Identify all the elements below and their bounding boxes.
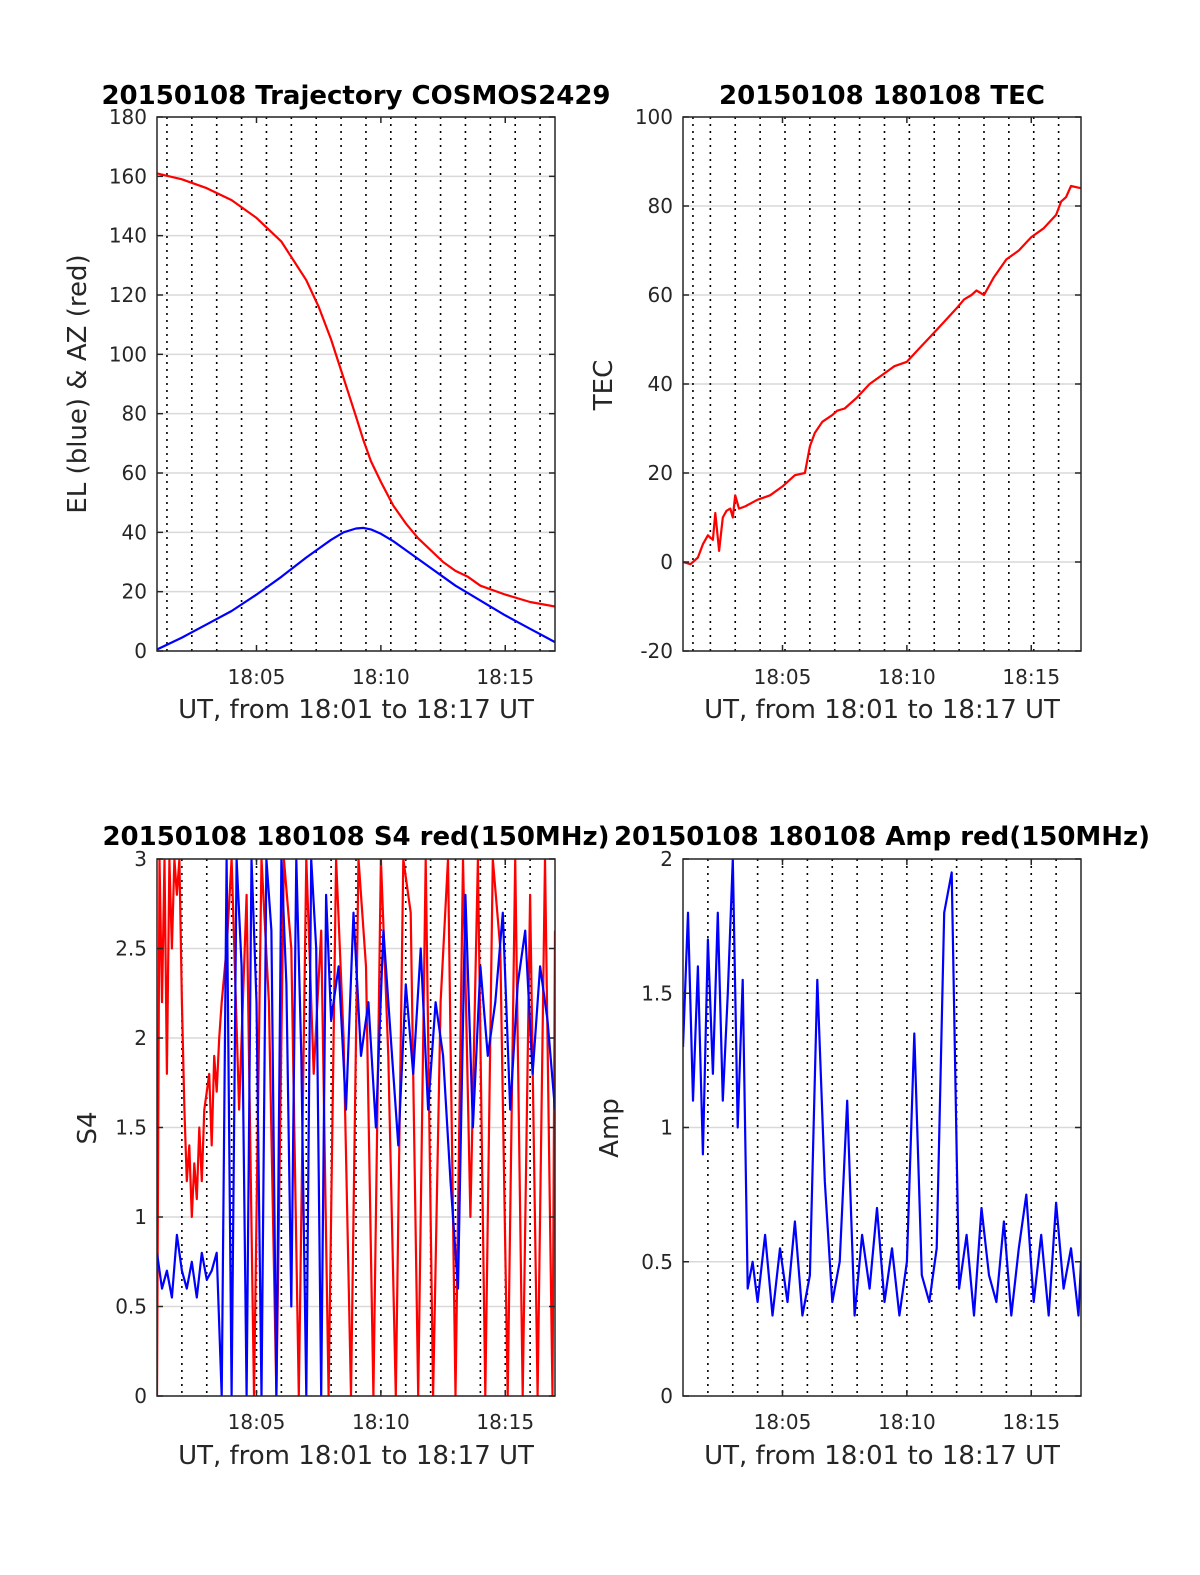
y-tick-label: 2 [660,847,673,871]
y-tick-label: 1.5 [641,981,673,1005]
y-tick-label: 1.5 [115,1116,147,1140]
series-line [683,859,1081,1317]
y-axis-label: TEC [589,360,619,411]
y-tick-label: 2 [134,1026,147,1050]
x-axis-label: UT, from 18:01 to 18:17 UT [178,695,534,725]
y-tick-label: 2.5 [115,937,147,961]
y-tick-label: 80 [122,402,147,426]
x-axis-label: UT, from 18:01 to 18:17 UT [704,1441,1060,1471]
y-tick-label: 180 [109,105,147,129]
chart-title: 20150108 180108 Amp red(150MHz) [614,822,1150,852]
panel-tec: -20 0 20 40 60 80 100 18:05 18:10 18:15 20150108 1… [589,81,1082,725]
y-tick-label: 40 [648,372,673,396]
x-tick-label: 18:05 [228,1410,286,1434]
y-tick-label: -20 [640,639,673,663]
y-tick-label: 20 [122,580,147,604]
x-tick-label: 18:15 [1002,665,1060,689]
x-tick-label: 18:05 [754,665,812,689]
y-tick-label: 140 [109,224,147,248]
plot-area [157,117,555,651]
x-tick-label: 18:10 [352,665,410,689]
y-tick-label: 60 [648,283,673,307]
y-tick-label: 60 [122,461,147,485]
axes-frame [156,116,556,652]
y-tick-label: 1 [134,1205,147,1229]
y-tick-label: 0 [660,550,673,574]
chart-title: 20150108 180108 TEC [719,81,1045,111]
y-tick-label: 0.5 [115,1295,147,1319]
x-axis-label: UT, from 18:01 to 18:17 UT [178,1441,534,1471]
y-tick-label: 0 [134,639,147,663]
y-tick-label: 20 [648,461,673,485]
y-tick-label: 1 [660,1116,673,1140]
x-tick-label: 18:10 [878,1410,936,1434]
y-tick-label: 40 [122,520,147,544]
y-tick-label: 100 [109,342,147,366]
chart-title: 20150108 Trajectory COSMOS2429 [101,81,610,111]
x-tick-label: 18:10 [878,665,936,689]
y-tick-label: 0 [660,1384,673,1408]
series-line [157,172,555,608]
y-tick-label: 120 [109,283,147,307]
y-tick-label: 160 [109,164,147,188]
x-tick-label: 18:10 [352,1410,410,1434]
y-axis-label: Amp [595,1098,625,1158]
y-tick-label: 0.5 [641,1250,673,1274]
y-tick-label: 100 [635,105,673,129]
y-tick-label: 0 [134,1384,147,1408]
series-line [157,526,555,651]
y-tick-label: 80 [648,194,673,218]
y-axis-label: EL (blue) & AZ (red) [63,254,93,513]
chart-title: 20150108 180108 S4 red(150MHz) [102,822,609,852]
x-tick-label: 18:15 [476,665,534,689]
y-axis-label: S4 [73,1111,103,1144]
x-axis-label: UT, from 18:01 to 18:17 UT [704,695,1060,725]
x-tick-label: 18:15 [476,1410,534,1434]
series-line [157,859,555,1396]
series-line [683,184,1081,566]
panel-s4: 0 0.5 1 1.5 2 2.5 3 18:05 18:10 18:15 20150108 180… [73,822,610,1471]
x-tick-label: 18:15 [1002,1410,1060,1434]
series-line [157,859,555,1396]
x-tick-label: 18:05 [228,665,286,689]
x-tick-label: 18:05 [754,1410,812,1434]
panel-amp: 0 0.5 1 1.5 2 18:05 18:10 18:15 20150108 180108 … [595,822,1150,1471]
panel-trajectory: 0 20 40 60 80 100 120 140 160 180 18:05 18:10 18:15 2… [63,81,611,725]
y-tick-label: 3 [134,847,147,871]
